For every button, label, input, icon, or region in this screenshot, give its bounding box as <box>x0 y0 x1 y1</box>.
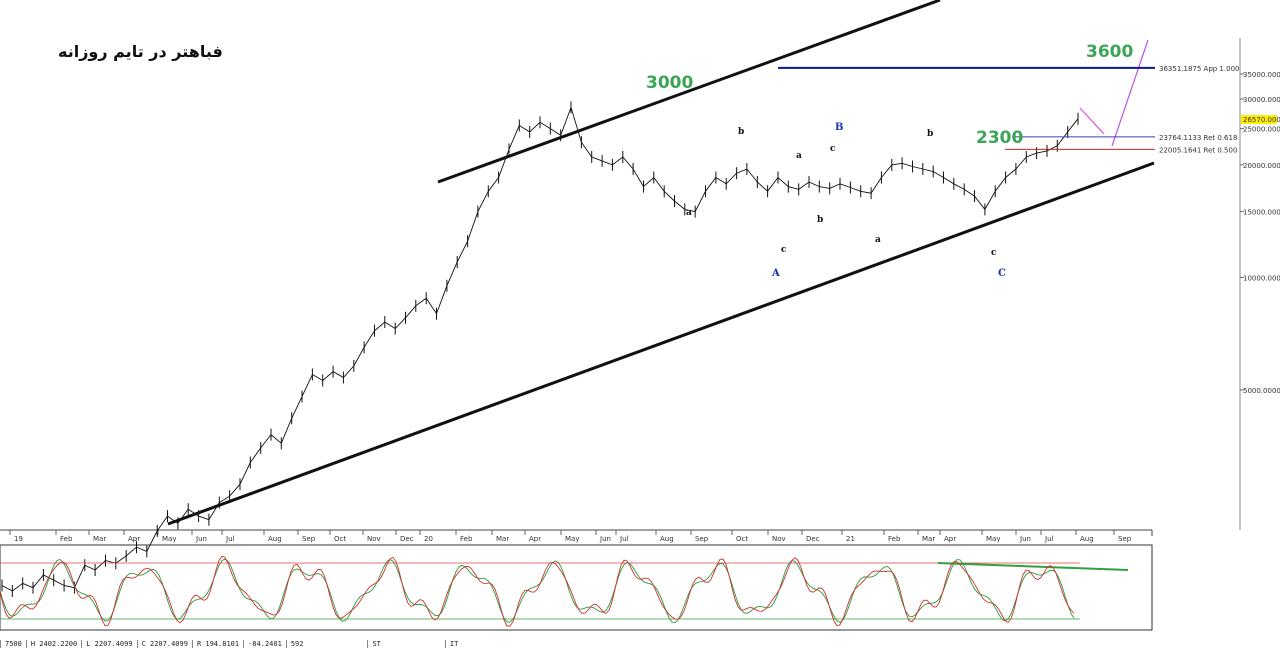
x-tick-label: Aug <box>268 535 282 543</box>
x-tick-label: Jun <box>599 535 611 543</box>
status-field: 7500 <box>0 640 26 648</box>
x-tick-label: May <box>162 535 176 543</box>
x-tick-label: Aug <box>1080 535 1094 543</box>
x-tick-label: Mar <box>496 535 509 543</box>
wave-label: c <box>781 245 787 255</box>
x-tick-label: Dec <box>400 535 414 543</box>
projection-up <box>1111 39 1149 147</box>
x-tick-label: 19 <box>14 535 23 543</box>
status-bar: 7500 H 2402.2200 L 2207.4099 C 2207.4099 R 1… <box>0 640 460 648</box>
status-field: R 194.8101 <box>191 640 243 648</box>
last-price-tag <box>1241 115 1277 124</box>
peak-label: 3000 <box>646 73 693 93</box>
projection-down <box>1079 107 1105 135</box>
wave-label: c <box>830 144 836 154</box>
y-tick-label: 30000.0000 <box>1243 96 1280 104</box>
status-field: IT <box>444 640 462 648</box>
x-tick-label: Nov <box>772 535 786 543</box>
status-field: 592 <box>285 640 308 648</box>
wave-label: a <box>796 151 802 161</box>
x-tick-label: Sep <box>695 535 709 543</box>
wave-label: a <box>875 235 881 245</box>
chart-title: فباهتر در تایم روزانه <box>58 42 223 61</box>
last-price-label: 26570.0000 <box>1243 116 1280 124</box>
target-label: 3600 <box>1086 42 1133 62</box>
x-tick-label: Aug <box>660 535 674 543</box>
x-tick-label: Sep <box>302 535 316 543</box>
wave-label: b <box>817 215 823 225</box>
stochastic-oscillator <box>0 555 1129 627</box>
x-tick-label: Oct <box>334 535 346 543</box>
x-tick-label: Mar <box>922 535 935 543</box>
x-tick-label: Jun <box>1019 535 1031 543</box>
status-field: ST <box>367 640 384 648</box>
x-tick-label: May <box>986 535 1000 543</box>
x-tick-label: Jun <box>195 535 207 543</box>
x-tick-label: Apr <box>529 535 541 543</box>
fib-levels: 36351.1875 App 1.000 23764.1133 Ret 0.618… <box>778 65 1239 154</box>
channel-lower-line <box>167 161 1155 526</box>
price-line <box>1 105 1079 592</box>
x-tick-label: Sep <box>1118 535 1132 543</box>
wave-label: b <box>738 127 744 137</box>
support-label: 2300 <box>976 128 1023 148</box>
x-tick-label: Jul <box>1044 535 1054 543</box>
status-field: -84.2401 <box>243 640 286 648</box>
fib-level-label: 23764.1133 Ret 0.618 <box>1159 134 1237 142</box>
wave-labels: a b c a b c a b c A B C <box>686 122 1006 279</box>
osc-main-line <box>0 555 1075 627</box>
x-tick-label: Apr <box>944 535 956 543</box>
status-field: H 2402.2200 <box>25 640 81 648</box>
x-tick-label: Apr <box>128 535 140 543</box>
x-tick-label: Nov <box>367 535 381 543</box>
wave-label-major: C <box>998 268 1006 279</box>
x-tick-label: 21 <box>846 535 855 543</box>
wave-label: c <box>991 248 997 258</box>
wave-label-major: A <box>771 268 780 279</box>
wave-label: b <box>927 129 933 139</box>
x-tick-label: Jul <box>225 535 235 543</box>
x-tick-label: Jul <box>619 535 629 543</box>
osc-signal-line <box>0 558 1075 624</box>
x-tick-label: May <box>565 535 579 543</box>
y-axis: 35000.0000 30000.0000 25000.0000 20000.0000… <box>1240 71 1280 395</box>
trend-channel <box>167 0 1155 526</box>
wave-label: a <box>686 208 692 218</box>
x-axis: 19 Feb Mar Apr May Jun Jul Aug Sep Oct Nov Dec 20 Feb… <box>9 530 1132 543</box>
osc-trendline <box>937 562 1129 571</box>
y-tick-label: 25000.0000 <box>1243 126 1280 134</box>
y-tick-label: 35000.0000 <box>1243 71 1280 79</box>
channel-upper-line <box>437 0 941 184</box>
status-field: C 2207.4099 <box>136 640 192 648</box>
x-tick-label: Oct <box>736 535 748 543</box>
fib-level-label: 22005.1641 Ret 0.500 <box>1159 146 1237 154</box>
status-field: L 2207.4099 <box>81 640 136 648</box>
y-tick-label: 15000.0000 <box>1243 209 1280 217</box>
x-tick-label: Dec <box>806 535 820 543</box>
y-tick-label: 5000.0000 <box>1243 387 1280 395</box>
x-tick-label: Feb <box>888 535 901 543</box>
price-series <box>1 101 1079 597</box>
x-tick-label: Feb <box>460 535 473 543</box>
fib-level-label: 36351.1875 App 1.000 <box>1159 65 1239 73</box>
y-tick-label: 10000.0000 <box>1243 274 1280 282</box>
wave-label-major: B <box>835 122 843 133</box>
x-tick-label: Feb <box>60 535 73 543</box>
y-tick-label: 20000.0000 <box>1243 162 1280 170</box>
x-tick-label: Mar <box>93 535 106 543</box>
x-tick-label: 20 <box>424 535 433 543</box>
